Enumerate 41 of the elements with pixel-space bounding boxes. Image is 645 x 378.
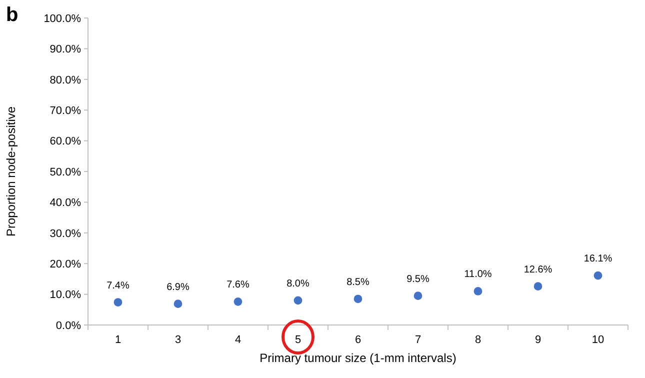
chart-title: b bbox=[6, 4, 18, 26]
data-label: 8.5% bbox=[346, 276, 370, 288]
y-axis-title: Proportion node-positive bbox=[4, 106, 18, 237]
data-label: 9.5% bbox=[406, 274, 430, 285]
y-tick-label: 30.0% bbox=[50, 228, 82, 240]
point bbox=[114, 298, 122, 306]
y-tick-label: 40.0% bbox=[50, 197, 82, 210]
x-tick-label: 5 bbox=[294, 334, 302, 346]
y-tick-label: 80.0% bbox=[50, 74, 82, 86]
x-tick-label: 1 bbox=[114, 334, 122, 346]
point bbox=[174, 300, 182, 308]
x-tick-label: 3 bbox=[174, 334, 182, 346]
point bbox=[234, 297, 242, 306]
data-label: 12.6% bbox=[524, 264, 552, 276]
y-tick-label: 60.0% bbox=[50, 136, 82, 148]
x-tick-label: 10 bbox=[592, 334, 604, 346]
point bbox=[354, 294, 362, 304]
point bbox=[534, 282, 542, 291]
y-tick-label: 10.0% bbox=[50, 289, 82, 302]
x-tick-label: 8 bbox=[474, 334, 482, 346]
point bbox=[294, 296, 302, 305]
y-tick-label: 50.0% bbox=[50, 166, 82, 178]
data-label: 11.0% bbox=[464, 269, 492, 280]
data-label: 16.1% bbox=[584, 254, 612, 265]
point bbox=[414, 292, 422, 300]
x-tick-label: 9 bbox=[534, 334, 542, 346]
point bbox=[594, 271, 602, 280]
x-tick-label: 7 bbox=[414, 334, 422, 346]
data-label: 7.4% bbox=[106, 280, 130, 292]
data-label: 6.9% bbox=[166, 282, 190, 293]
x-tick-label: 6 bbox=[354, 334, 362, 346]
y-tick-label: 90.0% bbox=[50, 44, 82, 56]
x-axis-title: Primary tumour size (1-mm intervals) bbox=[260, 351, 456, 365]
x-tick-label: 4 bbox=[234, 334, 242, 346]
y-tick-label: 20.0% bbox=[50, 258, 82, 270]
data-label: 8.0% bbox=[286, 278, 310, 290]
data-label: 7.6% bbox=[226, 280, 250, 291]
y-tick-label: 0.0% bbox=[56, 320, 82, 332]
point bbox=[474, 287, 482, 296]
y-tick-label: 70.0% bbox=[50, 104, 82, 117]
y-tick-label: 100.0% bbox=[44, 12, 82, 25]
